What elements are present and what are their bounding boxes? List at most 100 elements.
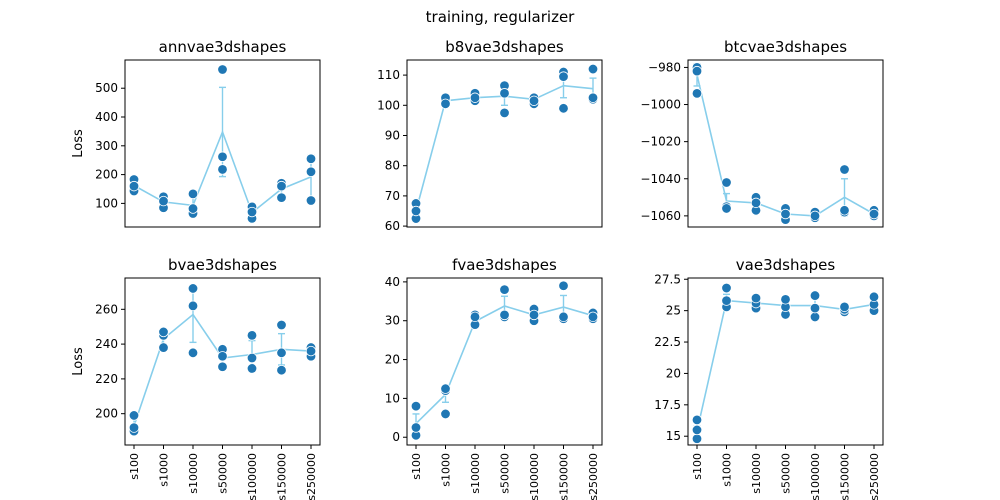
panel-title: btcvae3dshapes [724,38,847,56]
data-point [691,65,703,77]
panel-fvae3dshapes: fvae3dshapes 0 10 20 30 40 s100 s1000 s10000 s500… [385,256,603,500]
data-point [128,180,140,192]
y-tick-label: 100 [95,196,118,210]
panel-btcvae3dshapes: btcvae3dshapes −1060 −1040 −1020 −1000 −980 [640,38,884,228]
axes-frame [406,59,603,228]
data-point [587,63,599,75]
data-point [809,302,821,314]
y-tick-label: −1040 [640,172,681,186]
data-point [410,400,422,412]
y-tick-label: 200 [95,407,118,421]
data-point [809,311,821,323]
panel-title: annvae3dshapes [159,38,287,56]
y-tick-label: 0 [392,430,400,444]
x-tick-label: s1000 [440,453,453,487]
panel-title: fvae3dshapes [452,256,557,274]
data-point [868,291,880,303]
data-point [721,282,732,294]
data-point [691,433,703,444]
data-point [469,311,481,323]
x-tick-label: s50000 [499,453,512,494]
y-axis-label: Loss [71,129,86,158]
y-tick-label: 17.5 [654,398,681,412]
data-point [246,363,258,374]
axes-frame [687,59,884,228]
data-point [217,64,228,75]
data-point [246,330,258,341]
data-point [158,326,169,338]
data-point [187,347,199,359]
data-point [246,206,258,218]
data-point [305,153,317,164]
y-tick-label: −1000 [640,98,681,112]
y-tick-label: 20 [666,366,681,380]
data-point [305,345,317,357]
x-tick-label: s100000 [246,453,259,500]
data-point [440,408,451,420]
figure-title: training, regularizer [426,8,576,26]
y-tick-label: 60 [385,219,400,233]
data-point [440,383,451,394]
data-point [499,309,510,321]
panel-annvae3dshapes: annvae3dshapes Loss 100 200 300 400 500 [71,38,321,228]
data-point [528,95,540,106]
y-tick-label: 90 [385,128,400,142]
data-point [128,410,140,421]
panel-vae3dshapes: vae3dshapes 15 17.5 20 22.5 25 27.5 s100 s1000 s1… [654,256,884,500]
y-tick-label: 15 [666,429,681,443]
data-point [499,88,510,99]
y-tick-label: −1020 [640,135,681,149]
x-tick-label: s1000 [158,453,171,487]
data-point [839,164,850,175]
data-point [558,71,569,82]
data-point [587,311,599,323]
x-tick-label: s100 [691,453,704,480]
data-point [528,309,540,321]
data-point [246,352,258,364]
data-point [276,180,287,192]
y-tick-label: 22.5 [654,335,681,349]
x-tick-label: s50000 [780,453,793,494]
y-tick-label: 110 [377,68,400,82]
data-point [587,92,599,103]
data-point [410,205,422,217]
x-tick-label: s250000 [587,453,600,500]
data-point [691,414,703,426]
y-tick-label: −980 [648,60,681,74]
axes-frame [124,59,321,228]
x-tick-label: s150000 [276,453,289,500]
data-point [276,192,287,203]
x-tick-label: s250000 [305,453,318,500]
data-point [217,351,228,362]
data-point [305,166,317,177]
data-point [276,347,287,359]
data-point [187,283,199,294]
data-point [217,151,228,162]
x-tick-label: s150000 [839,453,852,500]
data-point [187,203,199,214]
error-bar [189,285,197,344]
data-point [158,195,169,207]
data-point [558,103,569,114]
data-point [276,319,287,331]
panel-bvae3dshapes: bvae3dshapes Loss 200 220 240 260 s100 s1000 s10… [71,256,321,500]
data-point [691,424,703,436]
y-tick-label: 100 [377,98,400,112]
y-tick-label: 200 [95,168,118,182]
y-tick-label: 25 [666,304,681,318]
y-tick-label: 260 [95,302,118,316]
x-tick-label: s250000 [868,453,881,500]
data-point [558,280,569,291]
data-point [721,177,732,188]
data-point [158,342,169,353]
data-point [809,290,821,301]
data-point [691,88,703,99]
data-point [780,208,791,220]
data-point [128,422,140,433]
x-tick-label: s10000 [469,453,482,494]
x-tick-label: s100 [128,453,141,480]
data-point [187,300,199,312]
y-tick-label: 300 [95,139,118,153]
panel-b8vae3dshapes: b8vae3dshapes 60 70 80 90 100 110 [377,38,603,233]
